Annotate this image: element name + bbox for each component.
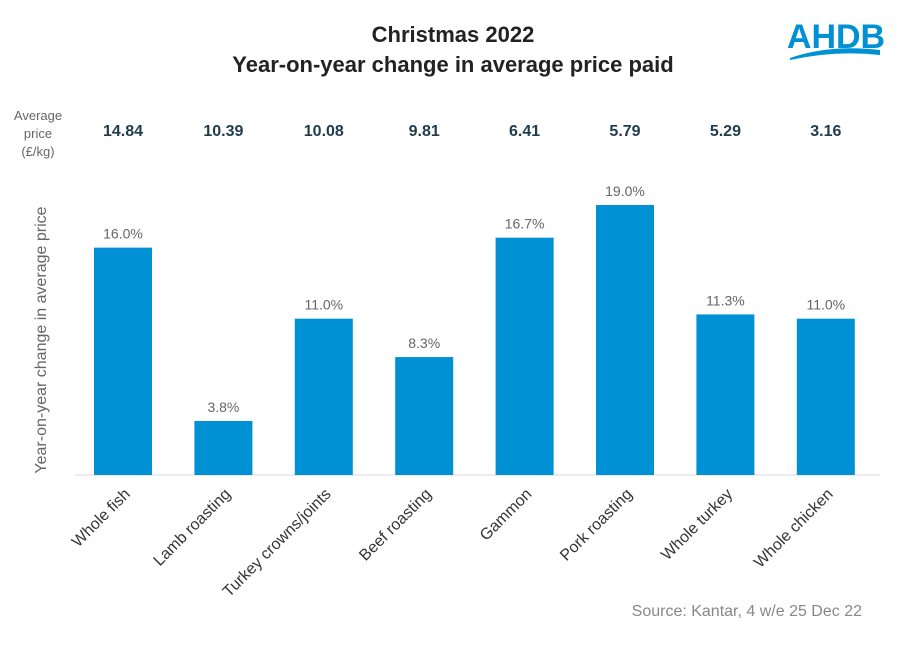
data-label: 8.3% [408,335,440,351]
data-label: 19.0% [605,183,645,199]
avg-price-value: 10.39 [203,123,243,140]
x-tick-label: Whole fish [69,486,134,551]
avg-price-value: 14.84 [103,123,143,140]
avg-price-value: 3.16 [810,123,841,140]
data-label: 11.0% [304,297,343,313]
x-tick-label: Whole chicken [751,486,837,572]
avg-price-header-3: (£/kg) [21,144,54,159]
x-tick-label: Lamb roasting [151,486,235,570]
x-tick-label: Pork roasting [557,486,636,565]
data-label: 11.0% [806,297,845,313]
x-tick-label: Turkey crowns/joints [220,486,335,601]
bar [696,314,755,475]
x-tick-label: Beef roasting [356,486,435,565]
ahdb-logo: AHDB [787,18,885,60]
data-label: 16.7% [505,216,545,232]
avg-price-value: 5.29 [710,123,741,140]
avg-price-header-1: Average [14,108,62,123]
avg-price-header-2: price [24,126,52,141]
bar [395,357,454,475]
data-label: 11.3% [706,292,745,308]
source-note: Source: Kantar, 4 w/e 25 Dec 22 [632,603,862,620]
avg-price-value: 5.79 [609,123,640,140]
bar [495,237,554,475]
avg-price-value: 9.81 [409,123,440,140]
bar [294,318,353,475]
bar [796,318,855,475]
data-label: 16.0% [103,226,143,242]
y-axis-label: Year-on-year change in average price [33,206,50,473]
avg-price-value: 6.41 [509,123,540,140]
bar [596,205,654,475]
bar [94,247,152,475]
chart-title: Christmas 2022 [372,22,535,47]
avg-price-value: 10.08 [304,123,344,140]
bar [194,421,253,475]
data-label: 3.8% [207,399,239,415]
x-tick-label: Whole turkey [658,486,736,564]
x-tick-label: Gammon [477,486,536,545]
logo-wave-icon [790,48,880,60]
chart-subtitle: Year-on-year change in average price pai… [232,52,673,77]
